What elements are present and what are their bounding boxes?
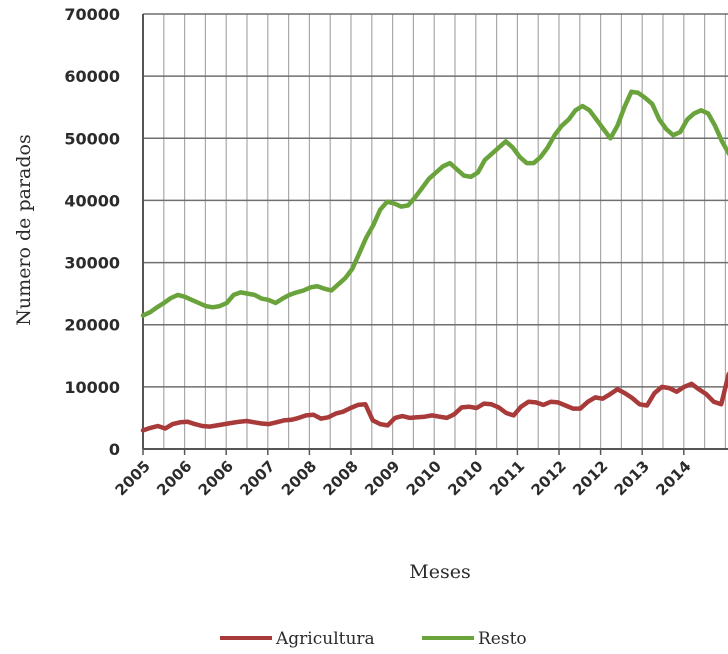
x-tick-label: 2008 xyxy=(320,457,362,499)
y-tick-labels: 0 10000 20000 30000 40000 50000 60000 70000 xyxy=(64,5,120,459)
x-tick-label: 2009 xyxy=(361,457,403,499)
x-tick-label: 2007 xyxy=(236,457,278,499)
grid-lines xyxy=(143,13,728,449)
legend: Agricultura Resto xyxy=(220,629,527,649)
x-tick-label: 2010 xyxy=(403,457,445,499)
x-tick-label: 2008 xyxy=(278,457,320,499)
y-axis-title: Numero de parados xyxy=(13,134,35,325)
y-tick-label: 50000 xyxy=(64,129,120,148)
series-line-resto xyxy=(140,89,728,318)
x-tick-label: 2006 xyxy=(153,457,195,499)
y-tick-label: 0 xyxy=(109,440,120,459)
axes xyxy=(142,14,728,455)
x-tick-label: 2012 xyxy=(569,457,611,499)
y-tick-label: 40000 xyxy=(64,191,120,210)
x-tick-labels: 2005 2006 2006 2007 2008 2008 2009 2010 2010 2011… xyxy=(112,457,695,499)
y-tick-label: 20000 xyxy=(64,316,120,335)
legend-label-agricultura: Agricultura xyxy=(275,629,375,649)
x-tick-label: 2011 xyxy=(486,457,528,499)
x-tick-label: 2014 xyxy=(652,457,694,499)
series-lines xyxy=(140,89,728,433)
y-tick-label: 60000 xyxy=(64,67,120,86)
y-tick-label: 70000 xyxy=(64,5,120,24)
y-tick-label: 10000 xyxy=(64,378,120,397)
y-tick-label: 30000 xyxy=(64,254,120,273)
series-line-agricultura xyxy=(140,371,728,433)
x-axis-title: Meses xyxy=(409,561,470,583)
x-tick-label: 2013 xyxy=(611,457,653,499)
x-tick-label: 2006 xyxy=(195,457,237,499)
legend-label-resto: Resto xyxy=(478,629,527,649)
x-tick-label: 2005 xyxy=(112,457,154,499)
x-tick-label: 2010 xyxy=(444,457,486,499)
x-tick-label: 2012 xyxy=(528,457,570,499)
